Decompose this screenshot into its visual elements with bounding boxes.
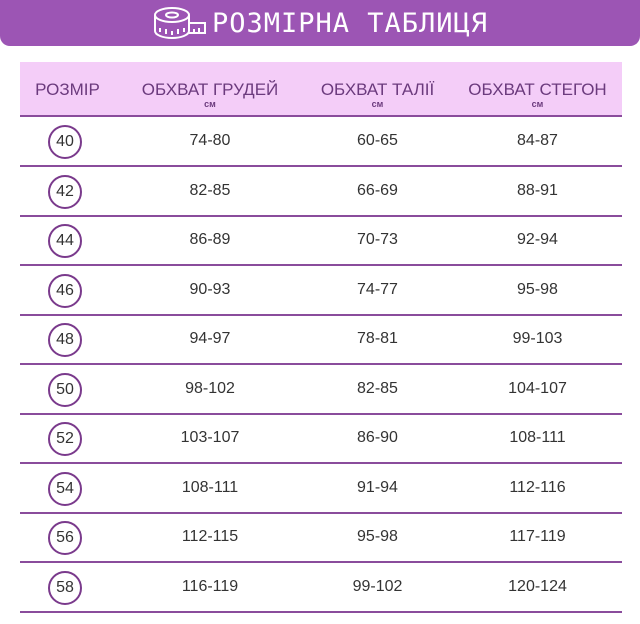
table-cell: 94-97: [189, 330, 231, 347]
table-cell: 98-102: [185, 379, 235, 397]
table-cell: 70-73: [357, 231, 398, 248]
table-cell: 74-80: [189, 132, 231, 149]
size-badge: 46: [48, 273, 82, 308]
table-cell: 74-77: [357, 280, 398, 298]
size-badge: 56: [48, 521, 82, 555]
measuring-tape-icon: [153, 7, 206, 40]
table-row: 48 94-97 78-81 99-103: [20, 315, 622, 365]
size-badge: 58: [48, 570, 82, 605]
table-cell: 95-98: [517, 280, 558, 298]
table-header: РОЗМІР ОБХВАТ ГРУДЕЙ см ОБХВАТ ТАЛІЇ см ОБ…: [20, 62, 622, 117]
table-cell: 88-91: [517, 181, 558, 199]
column-header-waist: ОБХВАТ ТАЛІЇ см: [320, 80, 435, 109]
table-cell: 104-107: [508, 379, 567, 397]
table-cell: 86-90: [357, 429, 398, 446]
table-cell: 112-116: [509, 478, 566, 496]
table-row: 50 98-102 82-85 104-107: [20, 365, 622, 415]
table-cell: 66-69: [357, 181, 398, 199]
size-badge: 44: [48, 224, 82, 258]
size-badge: 50: [48, 372, 82, 407]
column-header-hips: ОБХВАТ СТЕГОН см: [468, 80, 607, 109]
table-cell: 78-81: [357, 330, 398, 347]
table-cell: 99-103: [512, 330, 563, 347]
table-row: 52 103-107 86-90 108-111: [20, 414, 622, 464]
table-cell: 116-119: [181, 577, 239, 595]
size-badge: 52: [48, 422, 82, 456]
table-cell: 117-119: [509, 528, 566, 545]
column-header-size: РОЗМІР: [35, 80, 100, 99]
table-cell: 82-85: [357, 379, 398, 397]
table-cell: 103-107: [180, 429, 240, 446]
size-badge: 40: [48, 125, 82, 159]
table-cell: 95-98: [357, 528, 398, 545]
table-cell: 92-94: [517, 231, 558, 248]
title-banner: РОЗМІРНА ТАБЛИЦЯ: [0, 0, 640, 46]
table-cell: 91-94: [357, 478, 398, 496]
table-cell: 108-111: [181, 478, 239, 496]
table-cell: 84-87: [517, 132, 558, 149]
table-cell: 86-89: [189, 231, 231, 248]
table-row: 58 116-119 99-102 120-124: [20, 563, 622, 613]
table-cell: 120-124: [508, 577, 567, 595]
table-row: 56 112-115 95-98 117-119: [20, 513, 622, 563]
table-cell: 99-102: [352, 577, 403, 595]
size-badge: 48: [48, 323, 82, 357]
table-cell: 82-85: [189, 181, 231, 199]
table-row: 44 86-89 70-73 92-94: [20, 216, 622, 266]
table-row: 42 82-85 66-69 88-91: [20, 167, 622, 217]
page-title: РОЗМІРНА ТАБЛИЦЯ: [211, 7, 489, 39]
table-cell: 108-111: [509, 429, 566, 446]
table-cell: 60-65: [357, 132, 398, 149]
size-badge: 54: [48, 471, 82, 506]
size-badge: 42: [48, 174, 82, 209]
table-row: 40 74-80 60-65 84-87: [20, 117, 622, 167]
table-cell: 90-93: [189, 280, 231, 298]
column-header-bust: ОБХВАТ ГРУДЕЙ см: [141, 80, 279, 109]
table-row: 54 108-111 91-94 112-116: [20, 464, 622, 514]
table-cell: 112-115: [181, 528, 239, 545]
table-row: 46 90-93 74-77 95-98: [20, 266, 622, 316]
